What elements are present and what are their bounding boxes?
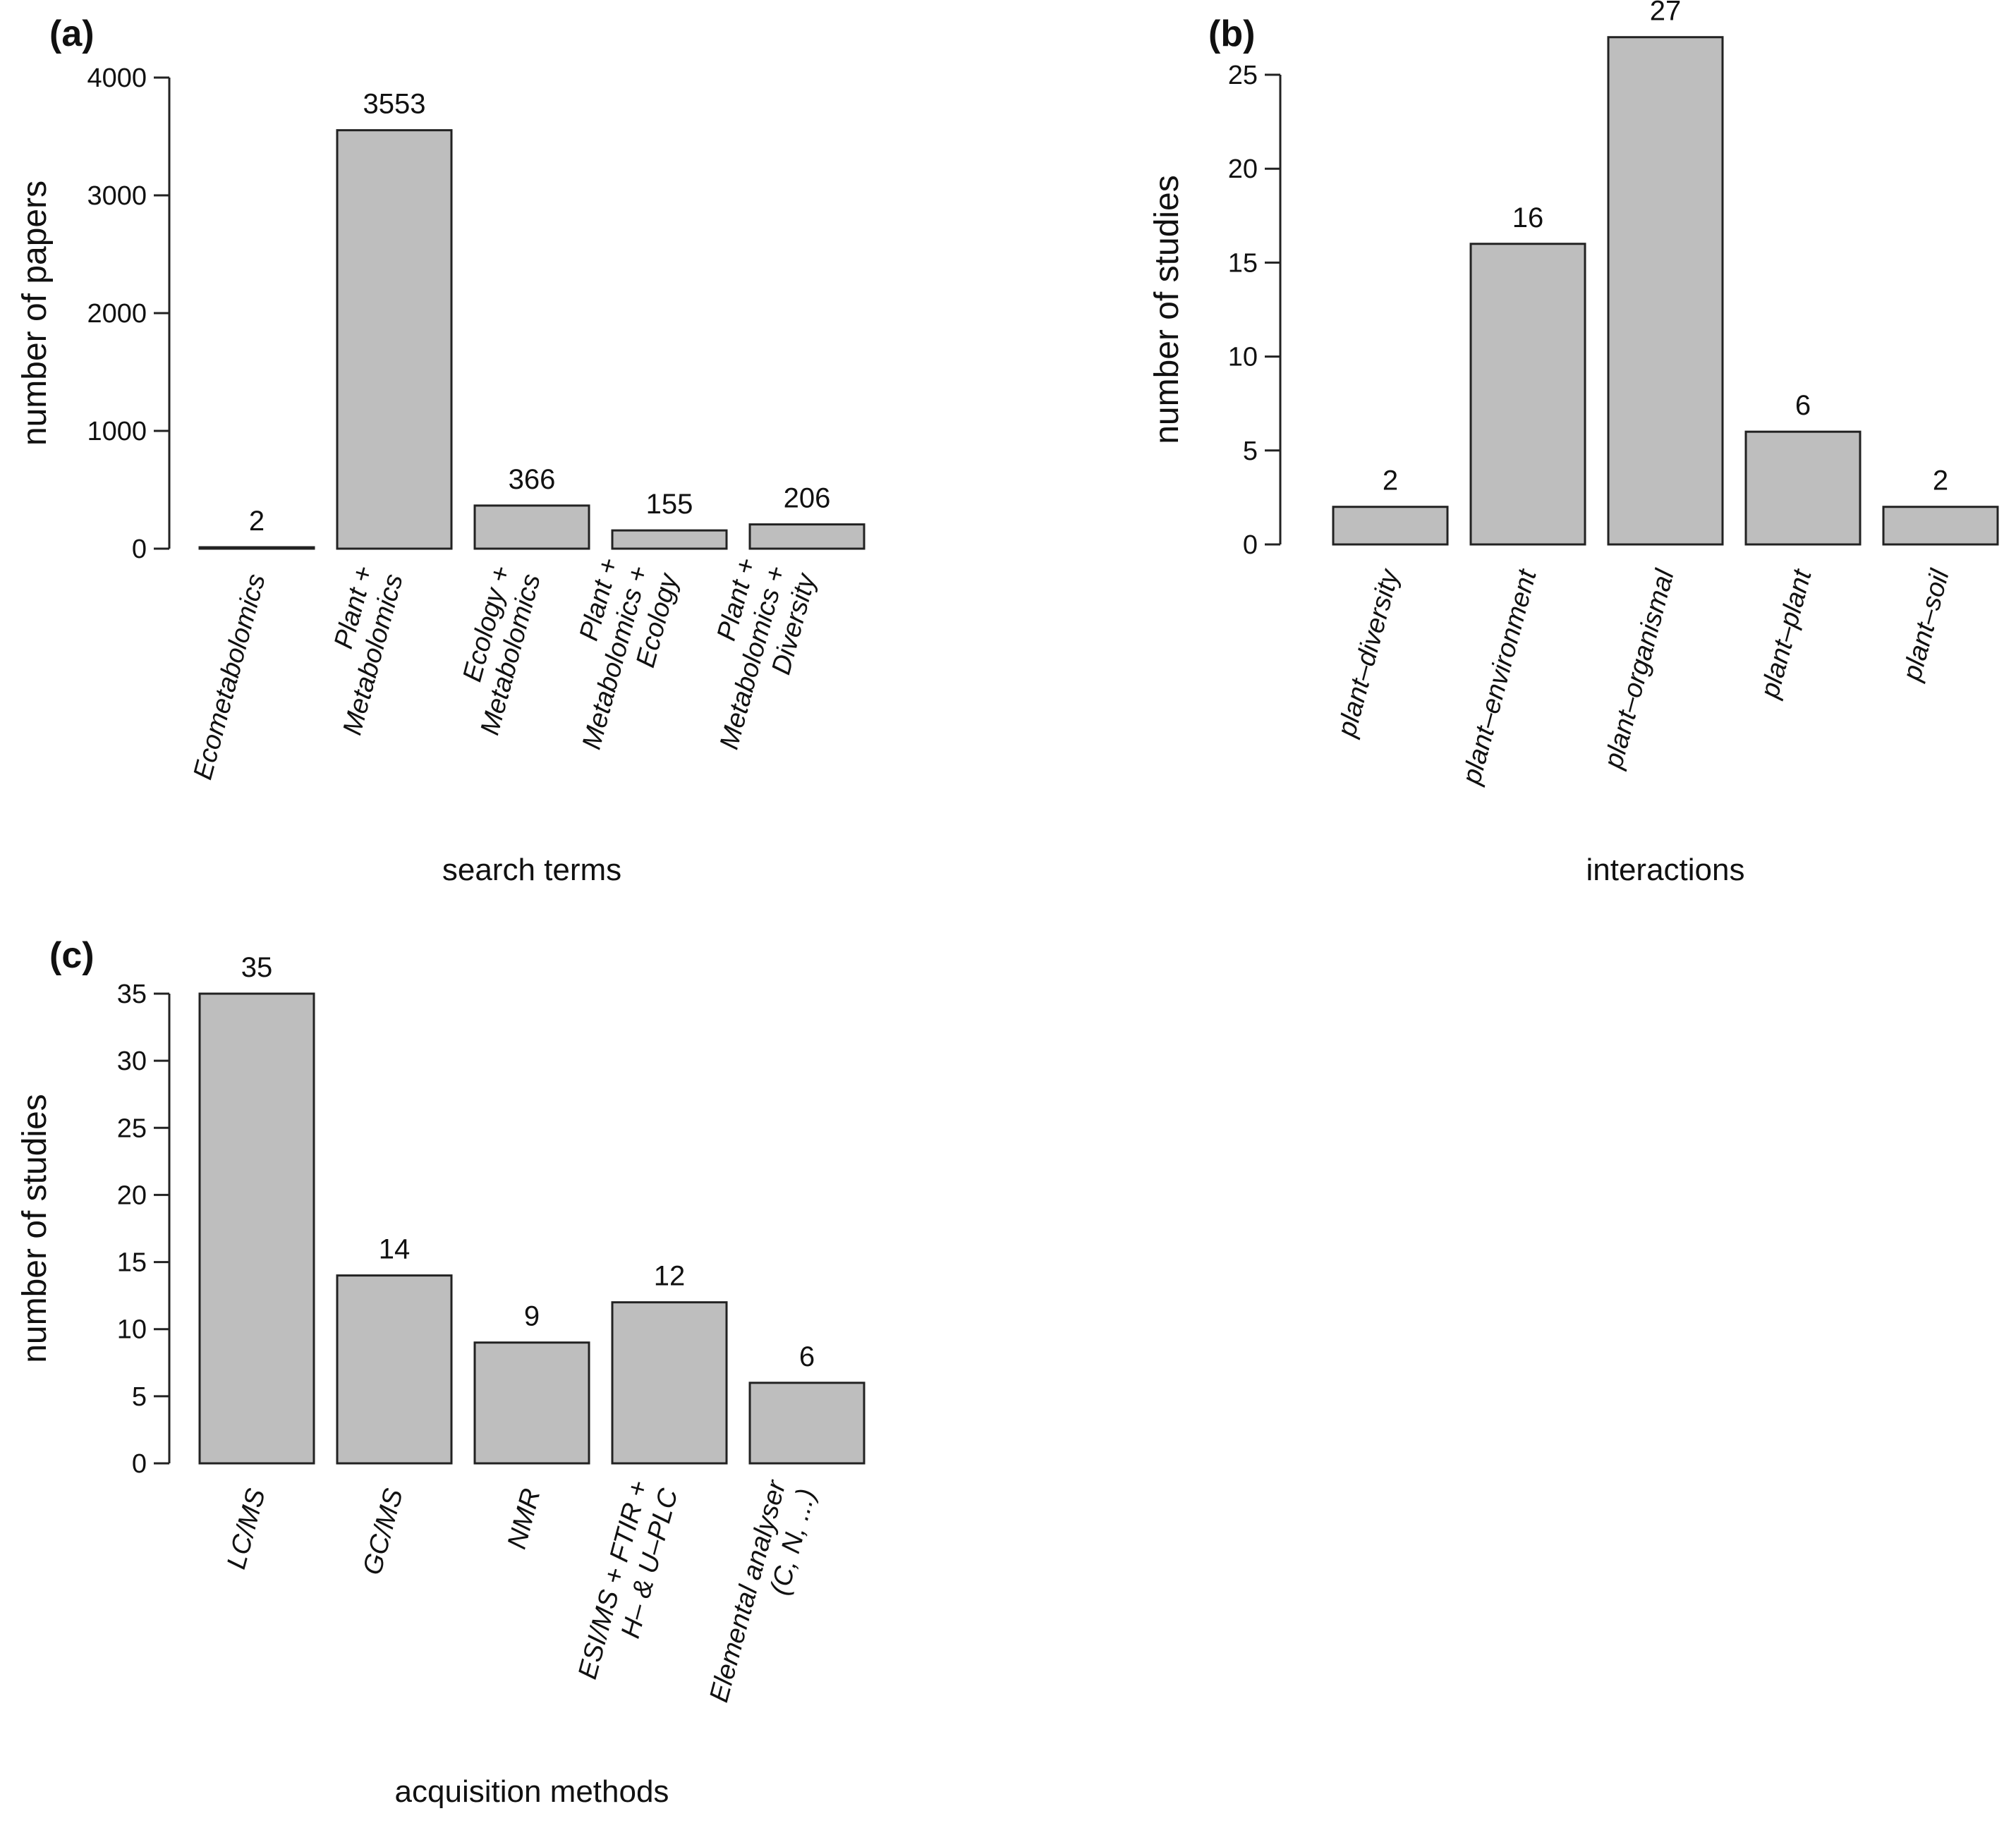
x-axis-title: interactions	[1586, 853, 1744, 887]
category-label: plant–diversity	[1332, 566, 1405, 740]
value-label: 366	[509, 464, 556, 495]
category-label-line: plant–diversity	[1332, 566, 1405, 740]
y-tick-label: 20	[117, 1181, 147, 1210]
y-tick-label: 2000	[87, 299, 147, 329]
y-tick-label: 15	[117, 1248, 147, 1278]
bar	[1332, 506, 1449, 546]
category-label-line: plant–plant	[1755, 566, 1818, 702]
x-axis-title: acquisition methods	[395, 1774, 669, 1809]
value-label: 2	[1933, 465, 1948, 496]
category-label: plant–organismal	[1598, 566, 1680, 772]
y-tick-label: 4000	[87, 63, 147, 93]
category-label: plant–plant	[1755, 566, 1818, 702]
panel-label: (b)	[1208, 13, 1255, 54]
category-label: plant–environment	[1457, 566, 1543, 788]
category-label-line: plant–soil	[1897, 566, 1955, 684]
bar	[198, 546, 315, 550]
category-label-line: NMR	[502, 1485, 547, 1551]
value-label: 16	[1512, 202, 1544, 233]
bar	[336, 1274, 453, 1465]
y-tick-label: 10	[117, 1315, 147, 1345]
y-tick-label: 5	[1243, 437, 1258, 466]
panel-label: (a)	[49, 13, 95, 54]
value-label: 206	[784, 483, 831, 514]
y-tick-label: 0	[1243, 530, 1258, 560]
value-label: 6	[1795, 390, 1811, 421]
y-tick-label: 35	[117, 980, 147, 1009]
category-label: Ecology +Metabolomics	[445, 563, 546, 738]
y-axis-title: number of papers	[16, 181, 54, 446]
bar	[748, 523, 866, 550]
value-label: 9	[524, 1301, 540, 1332]
y-axis-title: number of studies	[1148, 175, 1186, 444]
y-tick-label: 5	[132, 1382, 147, 1412]
value-label: 27	[1650, 0, 1682, 27]
chart-panel-a: (a) 0 1000 2000 3000 4000 number of papers 2 Eco…	[16, 13, 866, 887]
y-tick-label: 0	[132, 535, 147, 564]
bar	[336, 129, 453, 550]
y-tick-label: 10	[1228, 343, 1258, 372]
value-label: 35	[241, 952, 273, 983]
y-tick-label: 0	[132, 1449, 147, 1479]
y-tick-label: 30	[117, 1047, 147, 1076]
y-tick-label: 1000	[87, 417, 147, 446]
chart-panel-b: (b) 0 5 10 15 20 25 number of studies 2 plant–div…	[1148, 0, 1999, 887]
value-label: 3553	[363, 89, 426, 120]
value-label: 2	[249, 506, 265, 537]
bar	[1607, 36, 1724, 546]
category-label-line: LC/MS	[221, 1485, 272, 1572]
y-tick-label: 25	[1228, 61, 1258, 90]
value-label: 12	[654, 1261, 686, 1292]
category-label-line: Ecometabolomics	[188, 571, 272, 783]
bar	[611, 529, 728, 550]
bar	[198, 992, 315, 1465]
bar	[611, 1301, 728, 1465]
category-label: LC/MS	[221, 1485, 272, 1572]
category-label: Plant +Metabolomics	[308, 563, 408, 738]
bar	[1744, 430, 1862, 546]
bar	[473, 1341, 590, 1465]
category-label: Elemental analyser(C, N, ...)	[704, 1477, 822, 1714]
chart-panel-c: (c) 0 5 10 15 20 25 30 35 number of studies 35 LC/M…	[16, 935, 866, 1809]
bar	[748, 1382, 866, 1465]
panel-label: (c)	[49, 935, 95, 976]
category-label: Plant +Metabolomics +Ecology	[547, 554, 685, 760]
y-tick-label: 3000	[87, 181, 147, 211]
category-label: Plant +Metabolomics +Diversity	[685, 554, 822, 760]
value-label: 14	[379, 1234, 411, 1265]
y-tick-label: 15	[1228, 248, 1258, 278]
bar	[1882, 506, 1999, 546]
category-label: NMR	[502, 1485, 547, 1551]
bar	[1469, 243, 1586, 546]
bar	[473, 504, 590, 550]
category-label: ESI/MS + FTIR +H– & U–PLC	[573, 1477, 684, 1690]
value-label: 6	[799, 1341, 815, 1372]
x-axis-title: search terms	[442, 853, 621, 887]
value-label: 2	[1383, 465, 1398, 496]
category-label-line: plant–environment	[1457, 566, 1543, 788]
category-label: GC/MS	[358, 1485, 409, 1578]
y-axis-title: number of studies	[16, 1094, 54, 1363]
category-label: plant–soil	[1897, 566, 1955, 684]
category-label: Ecometabolomics	[188, 571, 272, 783]
value-label: 155	[646, 489, 693, 520]
y-tick-label: 20	[1228, 154, 1258, 184]
category-label-line: plant–organismal	[1598, 566, 1680, 772]
y-tick-label: 25	[117, 1114, 147, 1143]
category-label-line: GC/MS	[358, 1485, 409, 1578]
